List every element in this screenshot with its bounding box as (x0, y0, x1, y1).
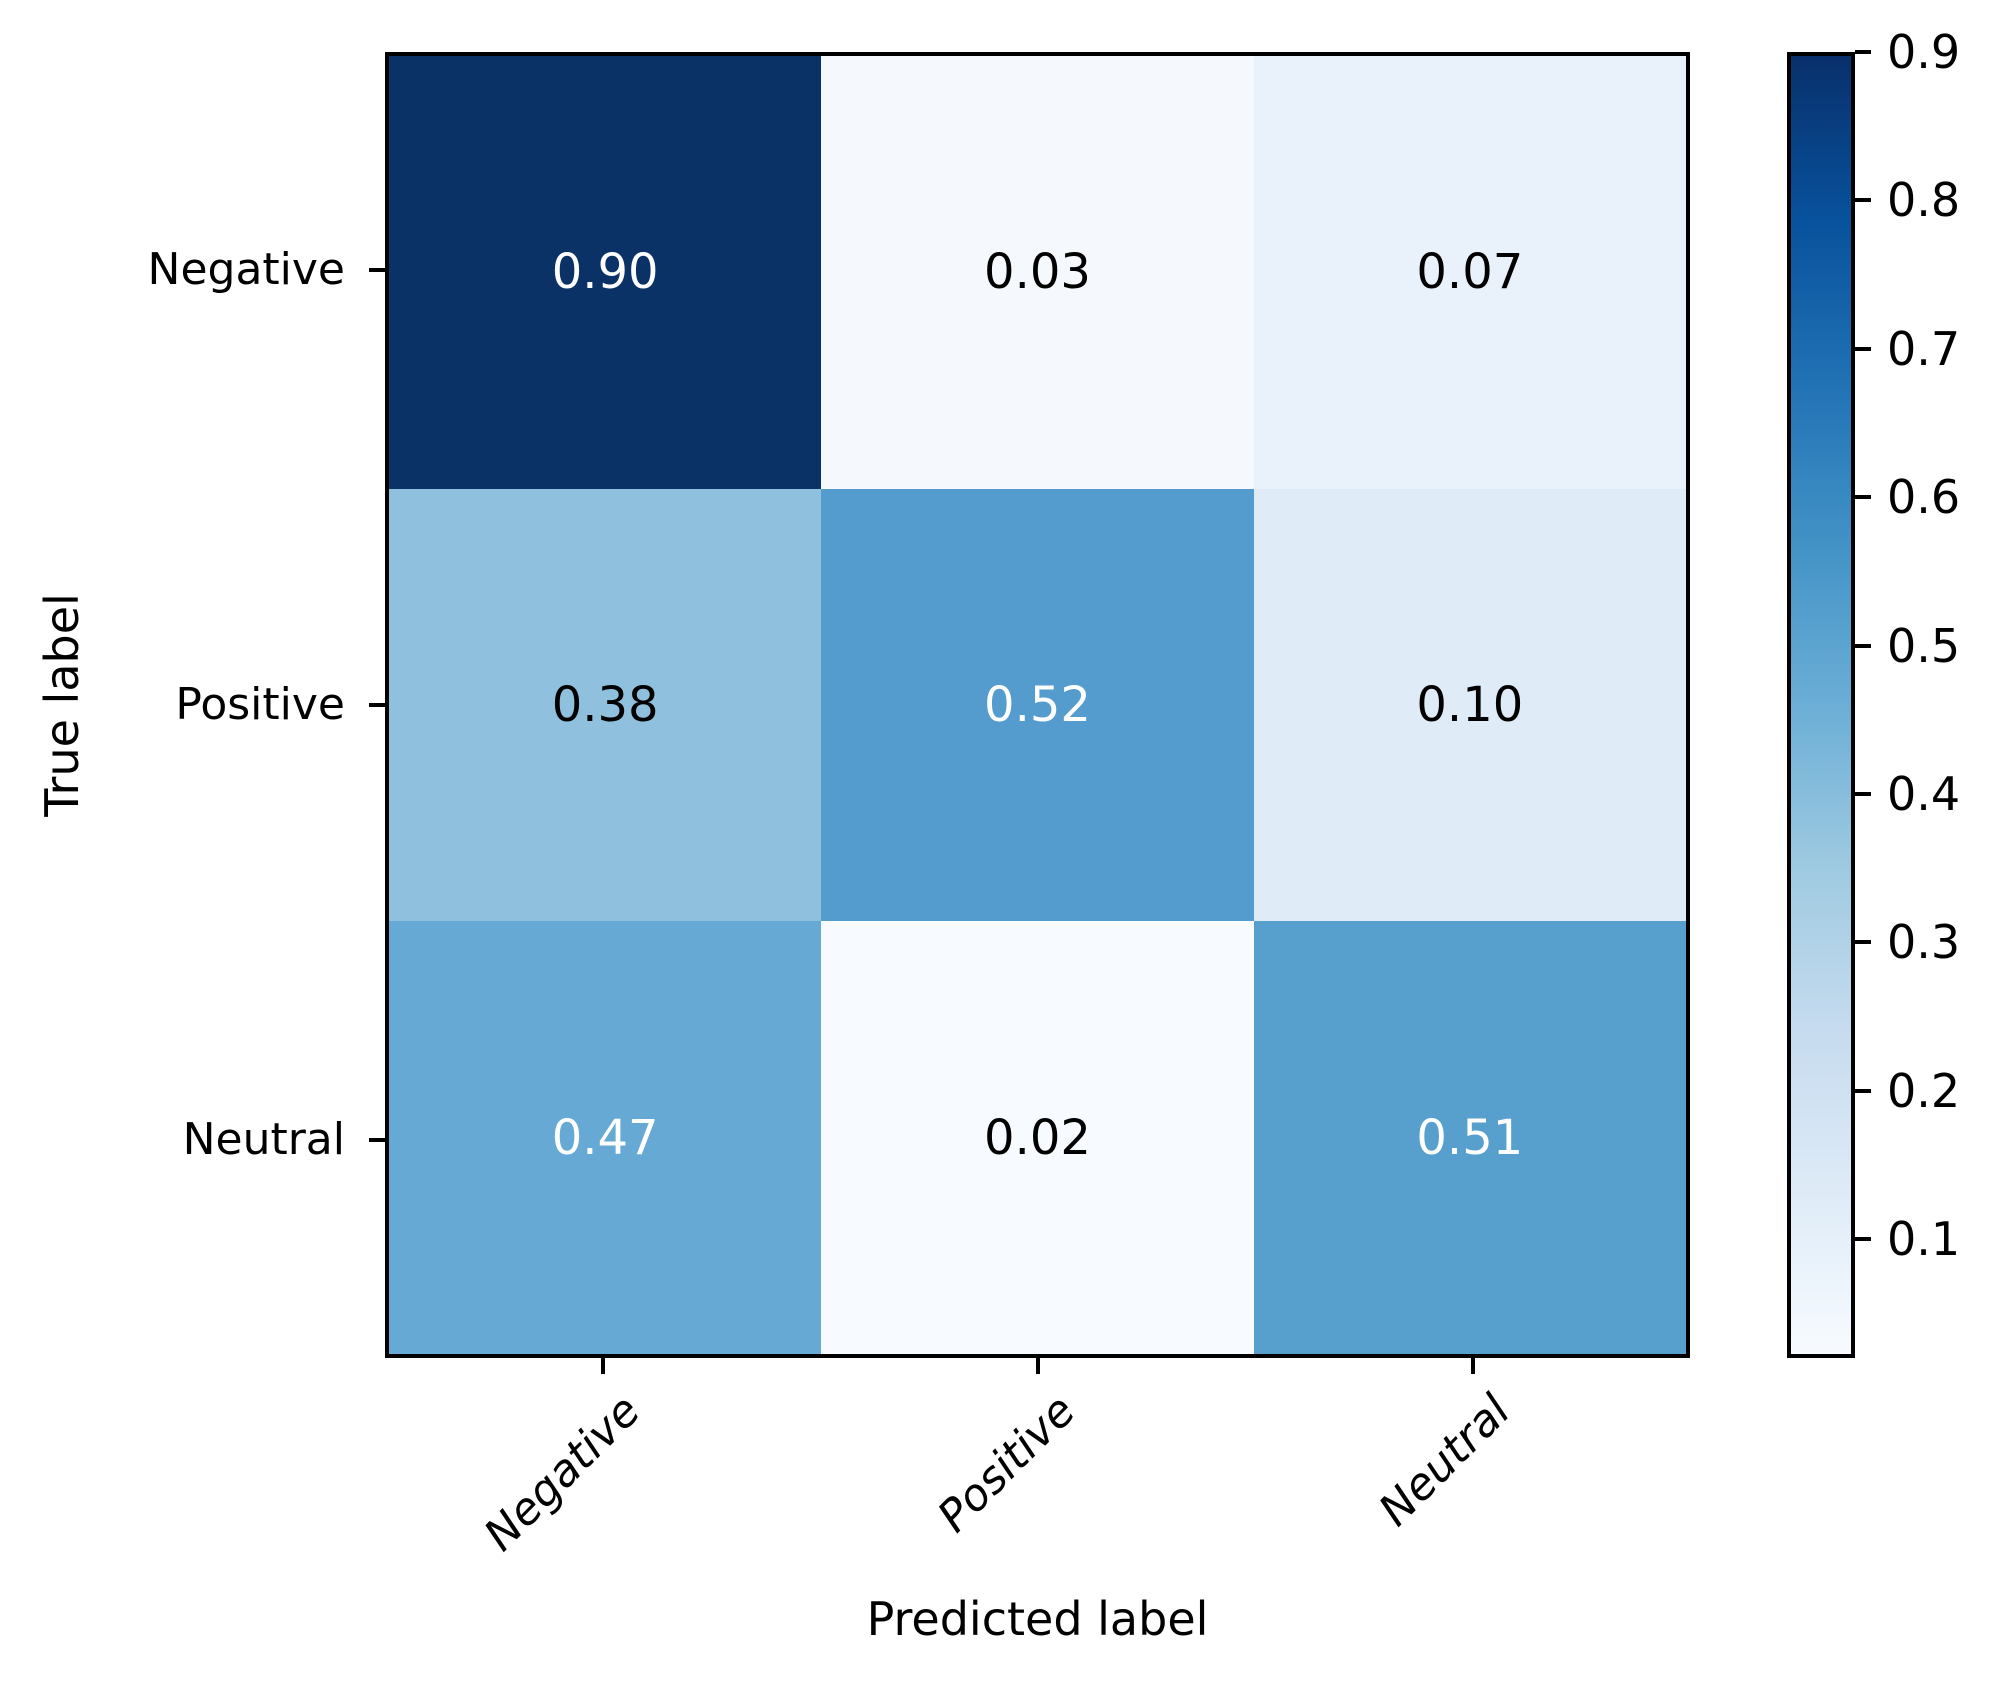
x-tick-label-negative: Negative (474, 1385, 650, 1561)
heatmap-cell-positive-neutral: 0.10 (1253, 488, 1686, 922)
cell-value: 0.90 (551, 244, 659, 301)
colorbar-tick-mark (1855, 1237, 1871, 1242)
heatmap-cell-neutral-negative: 0.47 (389, 921, 822, 1354)
cell-value: 0.47 (551, 1109, 659, 1166)
heatmap-cell-neutral-neutral: 0.51 (1253, 921, 1686, 1354)
colorbar-tick-mark (1855, 346, 1871, 351)
colorbar-tick-mark (1855, 198, 1871, 203)
heatmap-cell-negative-positive: 0.03 (821, 56, 1254, 489)
heatmap-cell-neutral-positive: 0.02 (821, 921, 1254, 1354)
x-tick-label-positive: Positive (927, 1385, 1085, 1543)
heatmap-cell-positive-negative: 0.38 (389, 488, 822, 922)
heatmap-plot-area: 0.90 0.03 0.07 0.38 0.52 0.10 0.47 0.02 0.51 (385, 52, 1690, 1358)
x-tick-mark (600, 1358, 605, 1374)
cell-value: 0.03 (984, 244, 1091, 301)
colorbar-tick-mark (1855, 495, 1871, 500)
x-tick-mark (1470, 1358, 1475, 1374)
x-tick-label-neutral: Neutral (1368, 1385, 1520, 1537)
colorbar-tick-mark (1855, 50, 1871, 54)
y-tick-label-negative: Negative (147, 243, 345, 295)
cell-value: 0.10 (1416, 676, 1524, 733)
colorbar-tick-label-0.5: 0.5 (1887, 618, 1961, 673)
heatmap-cell-negative-neutral: 0.07 (1253, 56, 1686, 489)
cell-value: 0.51 (1416, 1109, 1524, 1166)
colorbar-tick-label-0.2: 0.2 (1887, 1063, 1961, 1118)
colorbar-tick-label-0.1: 0.1 (1887, 1212, 1961, 1267)
colorbar-tick-label-0.8: 0.8 (1887, 173, 1961, 228)
colorbar-tick-label-0.4: 0.4 (1887, 767, 1961, 822)
x-tick-mark (1035, 1358, 1040, 1374)
colorbar-tick-label-0.7: 0.7 (1887, 321, 1961, 376)
cell-value: 0.07 (1416, 244, 1524, 301)
y-tick-label-positive: Positive (175, 679, 345, 730)
y-tick-mark (369, 267, 385, 272)
y-tick-mark (369, 1138, 385, 1143)
colorbar (1787, 52, 1855, 1358)
y-tick-mark (369, 703, 385, 707)
y-tick-label-neutral: Neutral (182, 1114, 345, 1166)
cell-value: 0.38 (551, 676, 659, 733)
colorbar-tick-mark (1855, 1088, 1871, 1093)
colorbar-tick-mark (1855, 940, 1871, 945)
colorbar-tick-label-0.6: 0.6 (1887, 470, 1961, 525)
cell-value: 0.02 (984, 1109, 1091, 1166)
colorbar-tick-label-0.3: 0.3 (1887, 915, 1961, 970)
colorbar-tick-mark (1855, 792, 1871, 797)
colorbar-tick-label-0.9: 0.9 (1887, 25, 1961, 79)
heatmap-cell-positive-positive: 0.52 (821, 488, 1254, 922)
x-axis-title: Predicted label (866, 1592, 1209, 1646)
cell-value: 0.52 (984, 676, 1091, 733)
colorbar-tick-mark (1855, 643, 1871, 648)
heatmap-cell-negative-negative: 0.90 (389, 56, 822, 489)
